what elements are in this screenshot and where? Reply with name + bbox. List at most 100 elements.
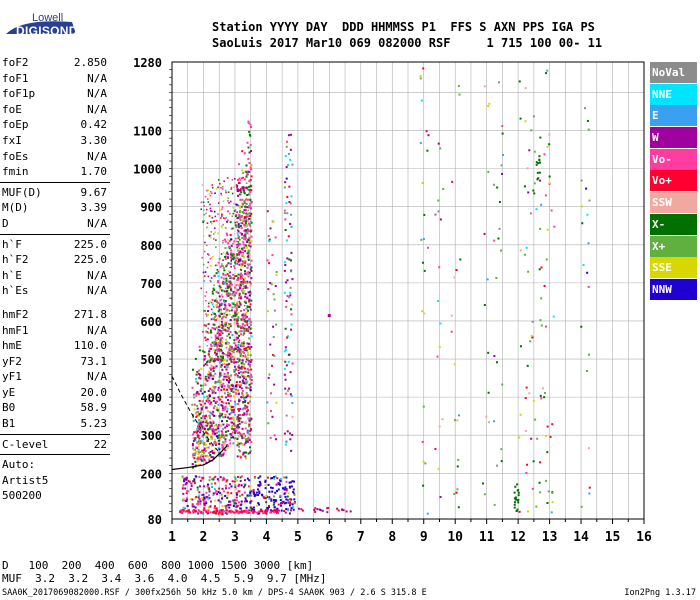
x-tick-label: 2 (200, 530, 208, 545)
echo-point (240, 283, 243, 286)
echo-point (244, 205, 247, 208)
echo-point (498, 227, 501, 230)
echo-point (195, 475, 198, 478)
echo-point (234, 424, 237, 427)
echo-point (207, 498, 210, 501)
echo-point (291, 503, 294, 506)
echo-point (182, 509, 185, 512)
echo-point (236, 476, 239, 479)
echo-point (496, 361, 499, 364)
echo-point (226, 399, 229, 402)
echo-point (284, 229, 287, 232)
echo-point (238, 399, 241, 402)
autoscaler-line3: 500200 (2, 489, 42, 503)
echo-point (229, 375, 232, 378)
echo-point (238, 215, 241, 218)
software-version: Ion2Png 1.3.17 (624, 588, 696, 598)
echo-point (243, 308, 246, 311)
echo-point (208, 479, 211, 482)
echo-point (234, 392, 237, 395)
echo-point (269, 511, 272, 514)
echo-point (535, 505, 538, 508)
echo-point (198, 441, 201, 444)
echo-point (286, 295, 289, 298)
echo-point (425, 130, 428, 133)
echo-point (247, 369, 250, 372)
echo-point (220, 289, 223, 292)
echo-point (199, 389, 202, 392)
echo-point (248, 244, 251, 247)
echo-point (318, 508, 321, 511)
echo-point (216, 264, 219, 266)
echo-point (286, 257, 289, 260)
echo-point (587, 285, 590, 288)
param-row: h`E N/A (0, 268, 110, 284)
echo-point (228, 274, 231, 277)
param-separator (0, 454, 110, 456)
echo-point (224, 434, 227, 437)
echo-point (203, 280, 206, 282)
echo-point (200, 201, 203, 204)
echo-point (219, 412, 222, 415)
echo-point (223, 392, 226, 395)
echo-point (206, 434, 209, 437)
echo-point (211, 358, 214, 361)
echo-point (218, 415, 221, 418)
echo-point (240, 190, 243, 193)
echo-point (226, 420, 229, 423)
echo-point (236, 244, 239, 247)
echo-point (207, 189, 209, 191)
echo-point (234, 275, 236, 277)
echo-point (210, 367, 213, 370)
echo-point (236, 254, 239, 257)
echo-point (228, 270, 231, 273)
echo-point (222, 407, 225, 410)
echo-point (202, 220, 204, 222)
echo-point (289, 502, 292, 505)
echo-point (285, 145, 288, 148)
echo-point (284, 218, 287, 221)
param-name: yF1 (2, 370, 22, 384)
echo-point (268, 504, 271, 507)
param-name: fxI (2, 133, 22, 147)
echo-point (216, 355, 219, 358)
echo-point (239, 295, 242, 298)
echo-point (247, 264, 250, 267)
echo-point (225, 487, 228, 490)
echo-point (530, 129, 533, 132)
echo-point (212, 477, 215, 480)
echo-point (524, 120, 527, 123)
echo-point (224, 325, 227, 327)
echo-point (237, 441, 240, 444)
echo-point (192, 393, 195, 396)
param-value: 58.9 (80, 401, 108, 415)
echo-point (289, 371, 292, 374)
echo-point (246, 246, 249, 249)
echo-point (238, 193, 241, 196)
echo-point (205, 291, 208, 293)
header-line2: SaoLuis 2017 Mar10 069 082000 RSF 1 715 … (212, 36, 603, 50)
echo-point (209, 234, 212, 237)
echo-point (248, 217, 251, 220)
echo-point (229, 325, 232, 328)
echo-point (220, 356, 223, 359)
echo-point (253, 495, 256, 498)
echo-point (229, 384, 232, 387)
echo-point (223, 324, 226, 327)
echo-point (247, 409, 250, 412)
echo-point (213, 510, 216, 513)
echo-point (245, 237, 248, 240)
echo-point (191, 463, 194, 466)
echo-point (222, 490, 225, 493)
echo-point (241, 359, 244, 362)
echo-point (545, 258, 548, 261)
echo-point (206, 432, 209, 435)
echo-point (242, 326, 245, 329)
echo-point (206, 331, 209, 333)
echo-point (230, 227, 233, 230)
echo-point (231, 387, 234, 390)
echo-point (456, 488, 459, 491)
echo-point (488, 102, 491, 105)
echo-point (246, 386, 249, 389)
echo-point (250, 335, 253, 338)
